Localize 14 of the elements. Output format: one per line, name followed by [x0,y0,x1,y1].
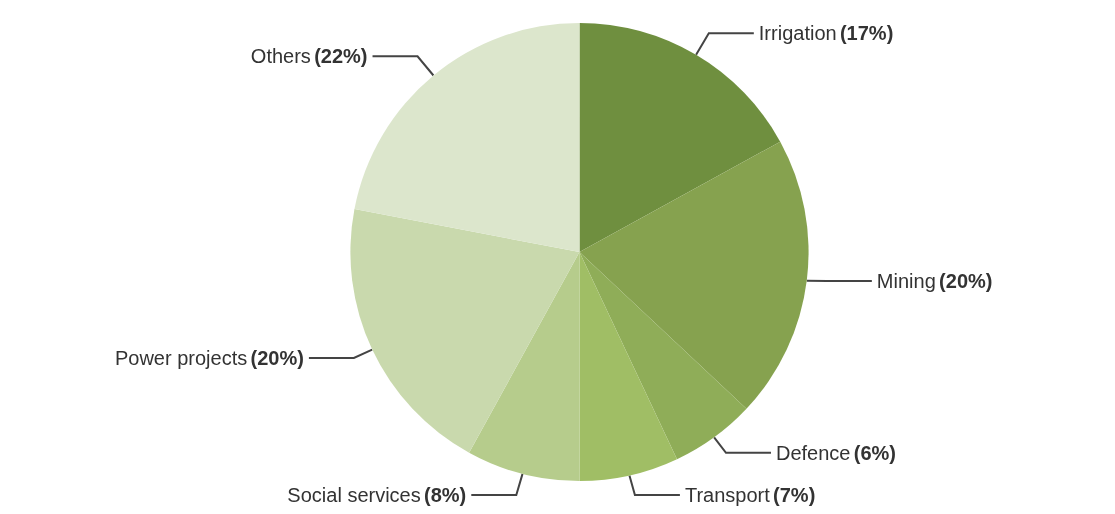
slice-label: Irrigation [758,22,837,45]
data-label: (20%) [250,346,304,369]
data-label: (20%) [939,270,993,293]
slice-label: Others [250,45,311,68]
data-label: (17%) [839,22,894,45]
slice-label: Social services [287,484,421,506]
data-label: (8%) [424,484,467,506]
slice-label: Defence [775,441,851,464]
slice-label: Mining [876,270,936,293]
slice-label: Power projects [114,346,248,369]
slice-label: Transport [684,484,771,506]
data-label: (6%) [853,441,897,464]
data-label: (7%) [773,484,816,506]
data-label: (22%) [314,45,368,68]
